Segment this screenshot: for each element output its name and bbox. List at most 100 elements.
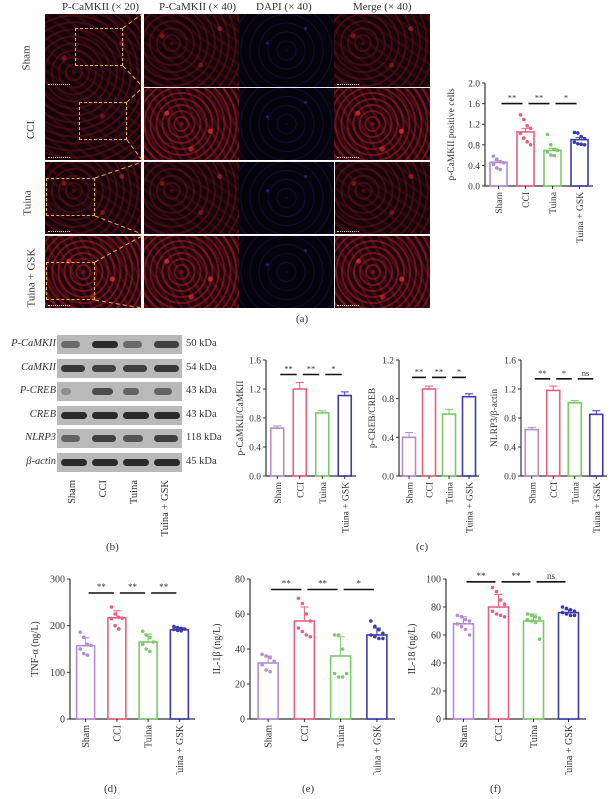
data-point	[522, 117, 526, 122]
bar-tuina-gsk	[169, 629, 190, 720]
scale-bar	[337, 305, 359, 307]
micrograph-40x-cci-pcamkii	[143, 88, 239, 160]
data-point	[560, 605, 565, 609]
data-point	[85, 653, 90, 657]
x-tick-label: Tuina + GSK	[466, 482, 476, 533]
y-tick-label: 1.6	[468, 100, 480, 110]
y-tick-label: 0.4	[382, 434, 394, 444]
svg-text:Sham: Sham	[67, 480, 78, 504]
data-point	[89, 643, 93, 648]
micrograph-40x-tuina-gsk-pcamkii	[143, 236, 239, 308]
y-tick-label: 1.2	[504, 386, 516, 396]
micrograph-20x-sham-cci	[45, 14, 141, 160]
blot-strip-p-creb	[57, 382, 182, 401]
data-point	[268, 669, 272, 674]
scale-bar	[48, 305, 70, 307]
micrograph-20x-tuina	[45, 162, 141, 234]
significance-label: **	[159, 582, 169, 592]
y-axis-title: NLRP3/β-actin	[490, 389, 500, 447]
data-point	[109, 605, 114, 609]
blot-kda-label: 43 kDa	[186, 408, 217, 420]
bar-tuina-gsk	[588, 413, 604, 477]
data-point	[340, 675, 345, 679]
x-tick-label: CCI	[494, 725, 505, 742]
x-tick-label: Tuina	[529, 724, 540, 748]
blot-lane-label: Sham	[67, 480, 78, 504]
x-tick-label: Tuina + GSK	[372, 724, 383, 775]
chart-il-1beta: 0 20 40 60 80 IL-1β (ng/L) Sham CCI Tuina Tuina +…	[212, 575, 395, 775]
y-tick-label: 2.0	[468, 80, 480, 90]
scale-bar	[337, 157, 359, 159]
roi-box-sham	[75, 28, 123, 66]
bar-sham	[75, 644, 96, 720]
data-point	[260, 652, 264, 657]
data-point	[560, 610, 565, 615]
data-point	[579, 134, 583, 139]
data-point	[525, 612, 530, 616]
data-point	[175, 628, 180, 633]
significance-label: **	[508, 93, 517, 103]
significance-label: **	[415, 366, 424, 376]
blot-band	[123, 411, 149, 419]
chart-tnf-alpha: 0 100 200 300 TNF-α (ng/L) Sham CCI Tuina Tuina …	[30, 575, 195, 775]
bar-tuina	[522, 620, 545, 720]
data-point	[140, 642, 145, 647]
y-tick-label: 60	[431, 631, 441, 642]
blot-band	[123, 435, 143, 442]
data-point	[518, 131, 523, 136]
y-tick-label: 200	[50, 621, 65, 632]
bar-cci	[421, 388, 437, 477]
data-point	[268, 655, 272, 660]
x-tick-label: Sham	[495, 191, 505, 213]
data-point	[304, 633, 309, 637]
bar-sham	[401, 436, 417, 477]
micrograph-40x-tuina-dapi	[239, 162, 334, 234]
data-point	[576, 131, 580, 135]
data-point	[336, 675, 341, 679]
data-point	[537, 616, 542, 620]
data-point	[582, 143, 587, 147]
data-point	[502, 615, 507, 619]
data-point	[490, 609, 495, 613]
micrograph-40x-tuina-gsk-dapi	[239, 236, 334, 308]
data-point	[529, 613, 534, 618]
data-point	[491, 162, 496, 167]
data-point	[582, 136, 587, 141]
y-tick-label: 0.4	[504, 444, 516, 454]
bar-cci	[487, 606, 510, 720]
scale-bar	[48, 157, 70, 159]
panel-label-e: (e)	[302, 783, 315, 795]
y-tick-label: 20	[235, 680, 245, 691]
significance-label: *	[564, 93, 568, 103]
x-tick-label: Sham	[528, 481, 538, 503]
data-point	[552, 147, 556, 152]
data-point	[332, 671, 337, 676]
data-point	[522, 136, 526, 140]
y-axis-title: IL-18 (ng/L)	[407, 624, 418, 675]
chart-pcreb-creb-ratio: 0.0 0.4 0.8 1.2 p-CREB/CREB Sham CCI Tuina Tuina…	[368, 357, 479, 533]
data-point	[537, 637, 542, 641]
svg-text:Tuina + GSK: Tuina + GSK	[160, 480, 171, 537]
data-point	[82, 651, 86, 656]
roi-box-cci	[79, 102, 127, 140]
y-tick-label: 1.2	[249, 386, 261, 396]
significance-label: **	[477, 571, 487, 581]
data-point	[260, 662, 264, 667]
y-tick-label: 1.2	[468, 121, 480, 131]
blot-band	[154, 435, 178, 442]
data-point	[545, 150, 550, 154]
bar-tuina	[138, 641, 158, 720]
blot-lane-label: Tuina + GSK	[160, 480, 171, 537]
blot-band	[61, 411, 87, 419]
data-point	[501, 161, 506, 165]
data-point	[579, 142, 583, 147]
data-point	[518, 113, 523, 117]
data-point	[78, 630, 83, 634]
data-point	[533, 620, 538, 625]
micrograph-20x-tuina-gsk	[45, 236, 141, 308]
data-point	[116, 627, 121, 631]
data-point	[555, 148, 560, 153]
data-point	[78, 647, 83, 651]
data-point	[572, 140, 577, 145]
svg-text:Tuina: Tuina	[129, 480, 140, 504]
